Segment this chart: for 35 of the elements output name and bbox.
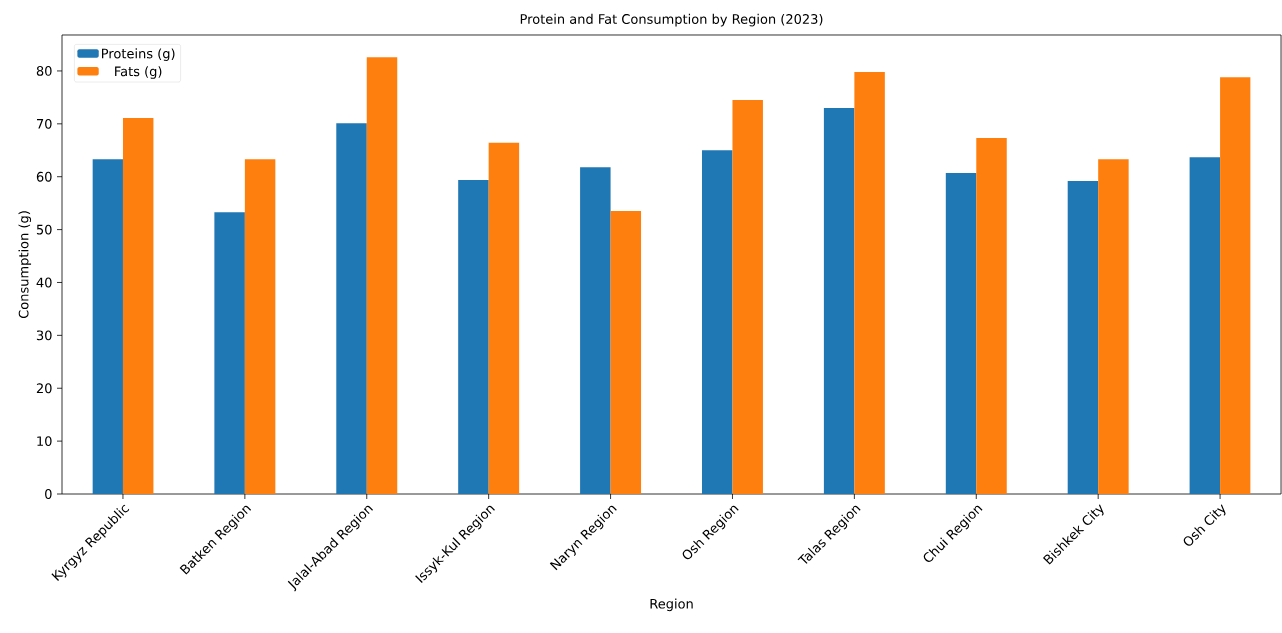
bar xyxy=(1189,157,1221,494)
y-tick-label: 20 xyxy=(36,383,52,394)
bar xyxy=(122,118,154,494)
bar xyxy=(732,100,763,494)
x-tick-label: Osh City xyxy=(1183,504,1226,546)
bar xyxy=(244,159,276,494)
y-tick-label: 30 xyxy=(36,330,52,341)
x-axis-title: Region xyxy=(650,598,693,612)
bar xyxy=(366,57,398,494)
legend-label: Fats (g) xyxy=(115,66,162,79)
bar xyxy=(702,150,733,494)
bar xyxy=(336,123,367,494)
bar xyxy=(1220,77,1251,494)
bar xyxy=(610,211,642,494)
y-tick-label: 70 xyxy=(37,118,52,129)
bar xyxy=(854,72,885,494)
bar xyxy=(458,179,489,494)
chart-title: Protein and Fat Consumption by Region (2023) xyxy=(520,13,823,27)
bar xyxy=(945,173,977,494)
legend-label: Proteins (g) xyxy=(102,48,175,61)
y-axis-title: Consumption (g) xyxy=(18,211,32,319)
y-tick-label: 80 xyxy=(36,66,52,76)
bar xyxy=(823,107,855,494)
y-tick-label: 50 xyxy=(36,224,52,235)
bar xyxy=(1067,180,1099,494)
bar xyxy=(488,142,520,494)
y-tick-label: 60 xyxy=(36,171,52,182)
bar xyxy=(1098,159,1129,494)
y-tick-label: 40 xyxy=(36,277,52,288)
bar xyxy=(976,138,1007,494)
y-tick-label: 0 xyxy=(45,489,52,499)
bar xyxy=(92,159,123,494)
bar xyxy=(214,212,245,494)
bar xyxy=(580,167,611,494)
y-tick-label: 10 xyxy=(37,436,52,447)
